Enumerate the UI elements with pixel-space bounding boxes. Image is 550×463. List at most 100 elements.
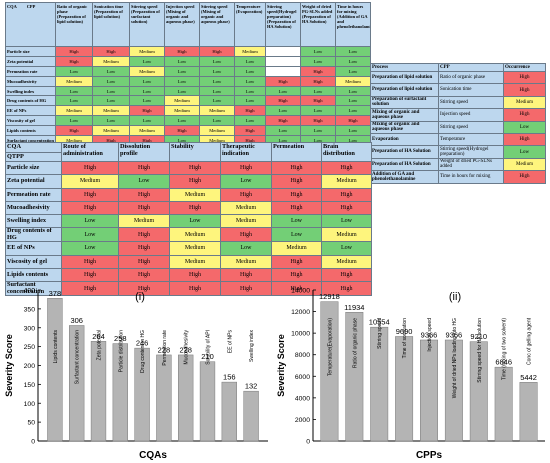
table1-header: Temperature (Evaporation) bbox=[234, 2, 266, 47]
table2-cell: High bbox=[118, 160, 170, 176]
table1-cell: Low bbox=[335, 125, 371, 137]
table1-cell: Low bbox=[129, 55, 165, 67]
y-tick-label: 2000 bbox=[295, 417, 310, 424]
table1-row: Lipids contents High Medium Medium High Mediu… bbox=[5, 125, 371, 137]
table2-cell: Medium bbox=[321, 174, 372, 189]
bar-value-label: 9690 bbox=[396, 327, 413, 336]
table1-cell: Medium bbox=[129, 65, 165, 77]
table3-process: Preparation of surfactant solution bbox=[370, 95, 439, 110]
table3-occurrence: High bbox=[503, 170, 546, 184]
panel-label: (ii) bbox=[449, 291, 461, 303]
table2-cell: High bbox=[61, 160, 119, 176]
category-label: EE of NPs bbox=[227, 330, 233, 354]
table3-occurrence: Medium bbox=[503, 95, 546, 110]
table1-cell: High bbox=[300, 75, 336, 87]
table1-row-label: Viscosity of gel bbox=[5, 115, 56, 127]
bar bbox=[199, 361, 216, 442]
table1-row-label: EE of NPs bbox=[5, 105, 56, 117]
table1-cell: Low bbox=[300, 85, 336, 97]
table1-row: Mucoadhesivity Medium Low Low Low Low Low High H… bbox=[5, 75, 371, 87]
table2-cell: High bbox=[61, 281, 119, 296]
bar bbox=[345, 312, 364, 442]
table1-cell: Low bbox=[234, 85, 266, 97]
y-axis-title: Severity Score bbox=[4, 334, 14, 397]
table3-cpp: Temperature bbox=[438, 132, 504, 147]
bar-value-label: 156 bbox=[223, 373, 236, 382]
category-label: Stirring speed for HA solution bbox=[477, 318, 483, 383]
bar bbox=[178, 354, 194, 442]
table1-cell: Low bbox=[265, 105, 301, 117]
table1-cell: Low bbox=[234, 75, 266, 87]
table3-occurrence: High bbox=[503, 132, 546, 147]
table2-row-label: Permeation rate bbox=[5, 187, 62, 202]
table2-row: Permeation rate High High Medium High High Hig… bbox=[5, 187, 372, 202]
table1-row: EE of NPs Medium Medium High Medium Medium Hig… bbox=[5, 105, 371, 117]
y-tick-label: 200 bbox=[24, 363, 36, 370]
table1-row-label: Swelling index bbox=[5, 85, 56, 97]
y-tick-label: 6000 bbox=[295, 374, 310, 381]
table1-cell: High bbox=[265, 75, 301, 87]
bar bbox=[494, 366, 513, 442]
panel-label: (i) bbox=[135, 291, 145, 303]
table3-cpp: Stirring speed bbox=[438, 120, 504, 134]
table1-cell: Low bbox=[199, 85, 235, 97]
table1-header-cqa: CQA bbox=[7, 4, 17, 9]
table3-row: Preparation of HA Solution Weight of drie… bbox=[370, 157, 546, 172]
table2-row-label: Lipids contents bbox=[5, 267, 62, 283]
table2-cell: Medium bbox=[220, 254, 272, 269]
y-tick-label: 100 bbox=[24, 401, 36, 408]
y-tick-label: 50 bbox=[27, 420, 35, 427]
y-tick-label: 12000 bbox=[291, 309, 310, 316]
table3-row: Preparation of lipid solution Ratio of or… bbox=[370, 70, 546, 85]
table3-cpp: Ratio of organic phase bbox=[438, 70, 504, 85]
table1-row: Viscosity of gel Low Low Low Low Low Low High Hi… bbox=[5, 115, 371, 127]
table1-cell: High bbox=[55, 55, 93, 67]
process-cpp-table-wrap: Process CPP Occurrence Preparation of lipi… bbox=[370, 63, 546, 184]
table3-cpp: Stirring speed(Hydrogel preparation) bbox=[438, 145, 504, 159]
table3-row: Preparation of lipid solution Sonication … bbox=[370, 83, 546, 97]
table2-cell: High bbox=[271, 160, 322, 176]
table3-row: Mixing of organic and aqueous phase Injec… bbox=[370, 108, 546, 122]
category-label: Conc of gelling agent bbox=[527, 317, 533, 365]
table2-cell: High bbox=[118, 241, 170, 256]
table3-process: Preparation of HA Solution bbox=[370, 145, 439, 159]
table1-cell: High bbox=[300, 115, 336, 127]
table2-row: Surfactant concentration High High High High… bbox=[5, 281, 372, 296]
table2-cell: Medium bbox=[118, 214, 170, 229]
table1-cell: Low bbox=[300, 46, 336, 57]
table2-cell: High bbox=[321, 160, 372, 176]
table2-cell: High bbox=[271, 187, 322, 202]
table2-cell: Low bbox=[220, 241, 272, 256]
category-label: Time (mixing of two solvent) bbox=[502, 318, 508, 380]
table1-cell: Low bbox=[265, 125, 301, 137]
table1-row-label: Permeation rate bbox=[5, 65, 56, 77]
table1-cell: Low bbox=[335, 85, 371, 97]
table2-cell: Medium bbox=[271, 241, 322, 256]
table3-occurrence: Medium bbox=[503, 157, 546, 172]
table1-cell: Low bbox=[129, 95, 165, 107]
table2-row: Lipids contents High High High High High High bbox=[5, 267, 372, 283]
table2-header: Permeation bbox=[271, 142, 322, 162]
bar bbox=[47, 298, 63, 442]
table1-cell: Medium bbox=[129, 125, 165, 137]
bar bbox=[156, 354, 172, 442]
bar-value-label: 10554 bbox=[369, 318, 390, 327]
table1-cell: Medium bbox=[92, 125, 130, 137]
table2-cell: High bbox=[271, 200, 322, 216]
table1-cell: Low bbox=[92, 95, 130, 107]
table1-cell: Low bbox=[129, 75, 165, 87]
table2-cell: High bbox=[220, 267, 272, 283]
table2-row: Swelling index Low Medium Low Medium Low Low bbox=[5, 214, 372, 229]
y-tick-label: 150 bbox=[24, 382, 36, 389]
table1-cell: Medium bbox=[199, 105, 235, 117]
table2-cell: High bbox=[271, 254, 322, 269]
table1-header: Weight of dried PG-SLNs added (Preparati… bbox=[300, 2, 336, 47]
table3-process: Addition of GA and phenolethanolamine bbox=[370, 170, 439, 184]
bar bbox=[243, 390, 259, 442]
table1-header: Ratio of organic phase (Preparation of l… bbox=[55, 2, 93, 47]
bar-value-label: 132 bbox=[245, 382, 258, 391]
table2-cell: Low bbox=[61, 241, 119, 256]
table2-cell: High bbox=[169, 160, 221, 176]
y-tick-label: 8000 bbox=[295, 352, 310, 359]
bar-value-label: 264 bbox=[92, 332, 105, 341]
